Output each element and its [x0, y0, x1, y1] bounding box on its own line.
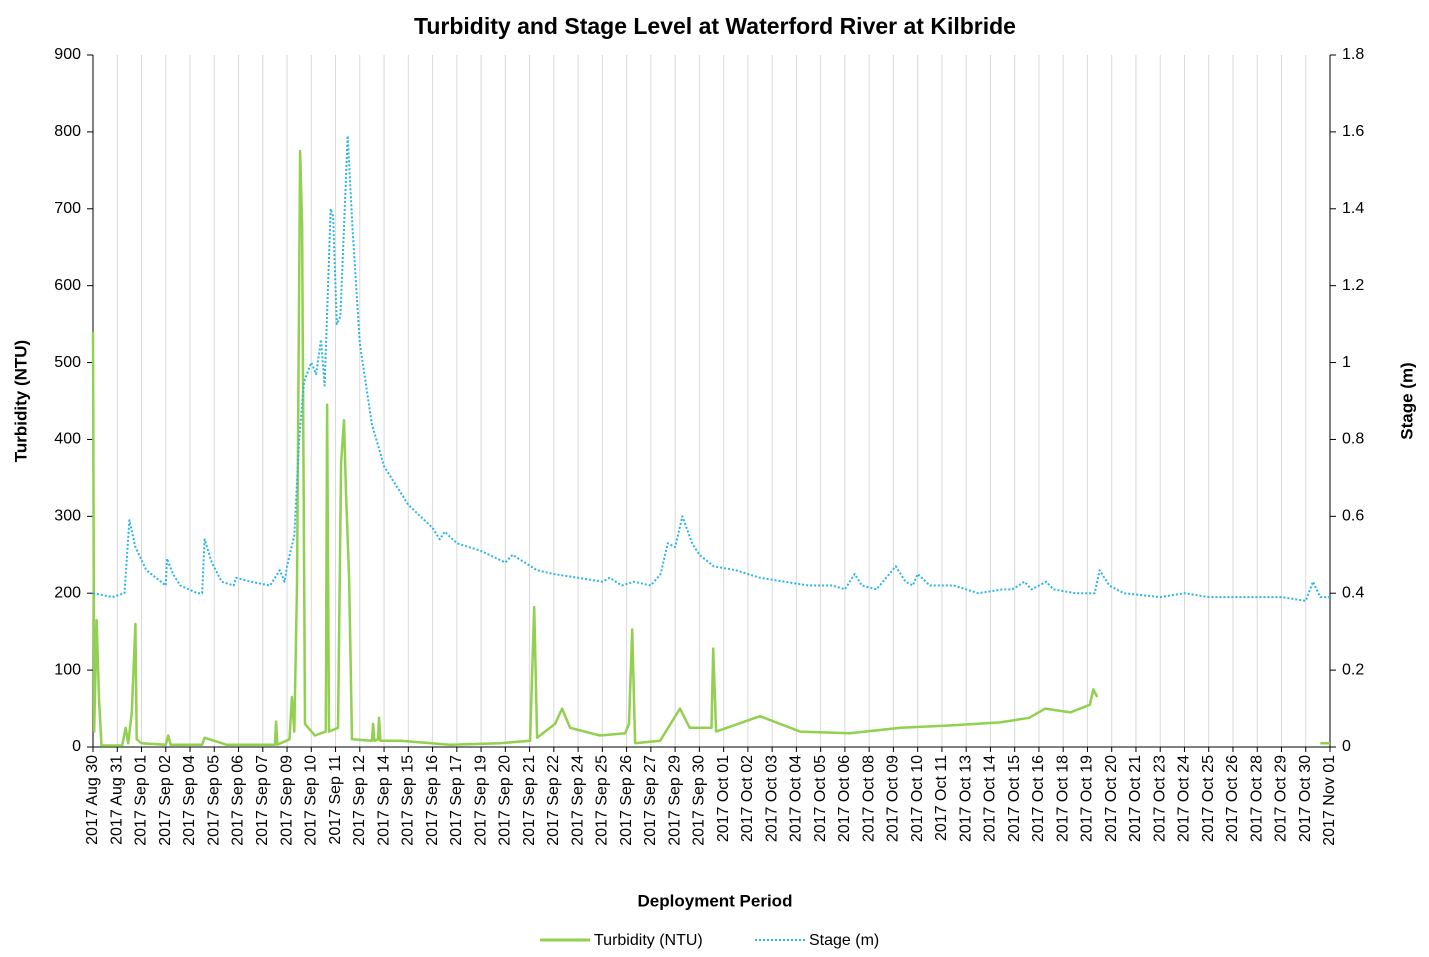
y-tick-label: 100: [54, 661, 81, 678]
y2-tick-label: 0.8: [1342, 431, 1364, 448]
x-tick-label: 2017 Sep 11: [327, 755, 344, 845]
chart-title: Turbidity and Stage Level at Waterford R…: [414, 13, 1016, 39]
x-tick-label: 2017 Sep 22: [545, 755, 562, 846]
x-tick-label: 2017 Sep 10: [303, 755, 320, 846]
y-tick-label: 800: [54, 123, 81, 140]
legend-label: Turbidity (NTU): [594, 932, 703, 949]
x-tick-label: 2017 Oct 26: [1224, 755, 1241, 842]
x-tick-label: 2017 Oct 29: [1273, 755, 1290, 842]
y2-tick-label: 1.6: [1342, 123, 1364, 140]
legend-label: Stage (m): [809, 932, 879, 949]
y2-tick-label: 1: [1342, 354, 1351, 371]
x-tick-label: 2017 Sep 09: [278, 755, 295, 846]
y2-tick-label: 1.8: [1342, 46, 1364, 63]
x-axis-title: Deployment Period: [638, 891, 793, 910]
x-tick-label: 2017 Sep 15: [400, 755, 417, 846]
x-tick-label: 2017 Aug 31: [108, 755, 125, 845]
x-tick-label: 2017 Aug 30: [84, 755, 101, 845]
x-tick-label: 2017 Oct 13: [957, 755, 974, 842]
x-tick-label: 2017 Sep 26: [618, 755, 635, 846]
y-axis-title: Turbidity (NTU): [11, 340, 30, 462]
x-tick-label: 2017 Oct 24: [1176, 755, 1193, 842]
y-tick-label: 400: [54, 431, 81, 448]
y2-tick-label: 0.4: [1342, 584, 1364, 601]
x-tick-label: 2017 Oct 19: [1079, 755, 1096, 842]
y-tick-label: 700: [54, 200, 81, 217]
x-tick-label: 2017 Sep 29: [666, 755, 683, 846]
y2-tick-label: 0: [1342, 738, 1351, 755]
y-tick-label: 600: [54, 277, 81, 294]
x-tick-label: 2017 Sep 01: [133, 755, 150, 846]
y-tick-label: 300: [54, 508, 81, 525]
x-tick-label: 2017 Sep 24: [569, 755, 586, 846]
x-tick-label: 2017 Sep 21: [521, 755, 538, 846]
x-tick-label: 2017 Sep 19: [472, 755, 489, 846]
x-tick-label: 2017 Sep 07: [254, 755, 271, 846]
x-tick-label: 2017 Oct 05: [812, 755, 829, 842]
x-tick-label: 2017 Sep 17: [448, 755, 465, 846]
x-tick-label: 2017 Oct 03: [763, 755, 780, 842]
x-tick-label: 2017 Oct 09: [885, 755, 902, 842]
y2-tick-label: 0.2: [1342, 661, 1364, 678]
x-tick-label: 2017 Sep 12: [351, 755, 368, 846]
x-tick-label: 2017 Oct 20: [1103, 755, 1120, 842]
x-tick-label: 2017 Sep 06: [230, 755, 247, 846]
x-tick-label: 2017 Oct 06: [836, 755, 853, 842]
y-tick-label: 500: [54, 354, 81, 371]
x-tick-label: 2017 Sep 02: [157, 755, 174, 846]
x-tick-label: 2017 Oct 02: [739, 755, 756, 842]
y2-tick-label: 0.6: [1342, 508, 1364, 525]
y-tick-label: 900: [54, 46, 81, 63]
x-tick-label: 2017 Sep 25: [594, 755, 611, 846]
y-tick-label: 0: [72, 738, 81, 755]
y2-axis-title: Stage (m): [1397, 362, 1416, 439]
x-tick-label: 2017 Oct 15: [1006, 755, 1023, 842]
x-tick-label: 2017 Oct 04: [788, 755, 805, 842]
series-line: [91, 149, 1330, 747]
x-tick-label: 2017 Oct 23: [1151, 755, 1168, 842]
y-tick-label: 200: [54, 584, 81, 601]
x-tick-label: 2017 Oct 01: [715, 755, 732, 842]
y2-tick-label: 1.4: [1342, 200, 1364, 217]
x-tick-label: 2017 Oct 08: [860, 755, 877, 842]
x-tick-label: 2017 Sep 14: [375, 755, 392, 846]
x-tick-label: 2017 Oct 10: [909, 755, 926, 842]
x-tick-label: 2017 Sep 16: [424, 755, 441, 846]
x-tick-label: 2017 Oct 16: [1030, 755, 1047, 842]
x-tick-label: 2017 Sep 20: [497, 755, 514, 846]
x-tick-label: 2017 Oct 11: [933, 755, 950, 841]
x-tick-label: 2017 Sep 27: [642, 755, 659, 846]
y2-tick-label: 1.2: [1342, 277, 1364, 294]
x-tick-label: 2017 Nov 01: [1321, 755, 1338, 846]
x-tick-label: 2017 Oct 14: [982, 755, 999, 842]
x-tick-label: 2017 Oct 25: [1200, 755, 1217, 842]
x-tick-label: 2017 Oct 21: [1127, 755, 1144, 842]
x-tick-label: 2017 Oct 18: [1054, 755, 1071, 842]
x-tick-label: 2017 Oct 30: [1297, 755, 1314, 842]
x-tick-label: 2017 Oct 28: [1248, 755, 1265, 842]
x-tick-label: 2017 Sep 05: [205, 755, 222, 846]
x-tick-label: 2017 Sep 04: [181, 755, 198, 846]
x-tick-label: 2017 Sep 30: [691, 755, 708, 846]
series-line: [92, 134, 1330, 602]
